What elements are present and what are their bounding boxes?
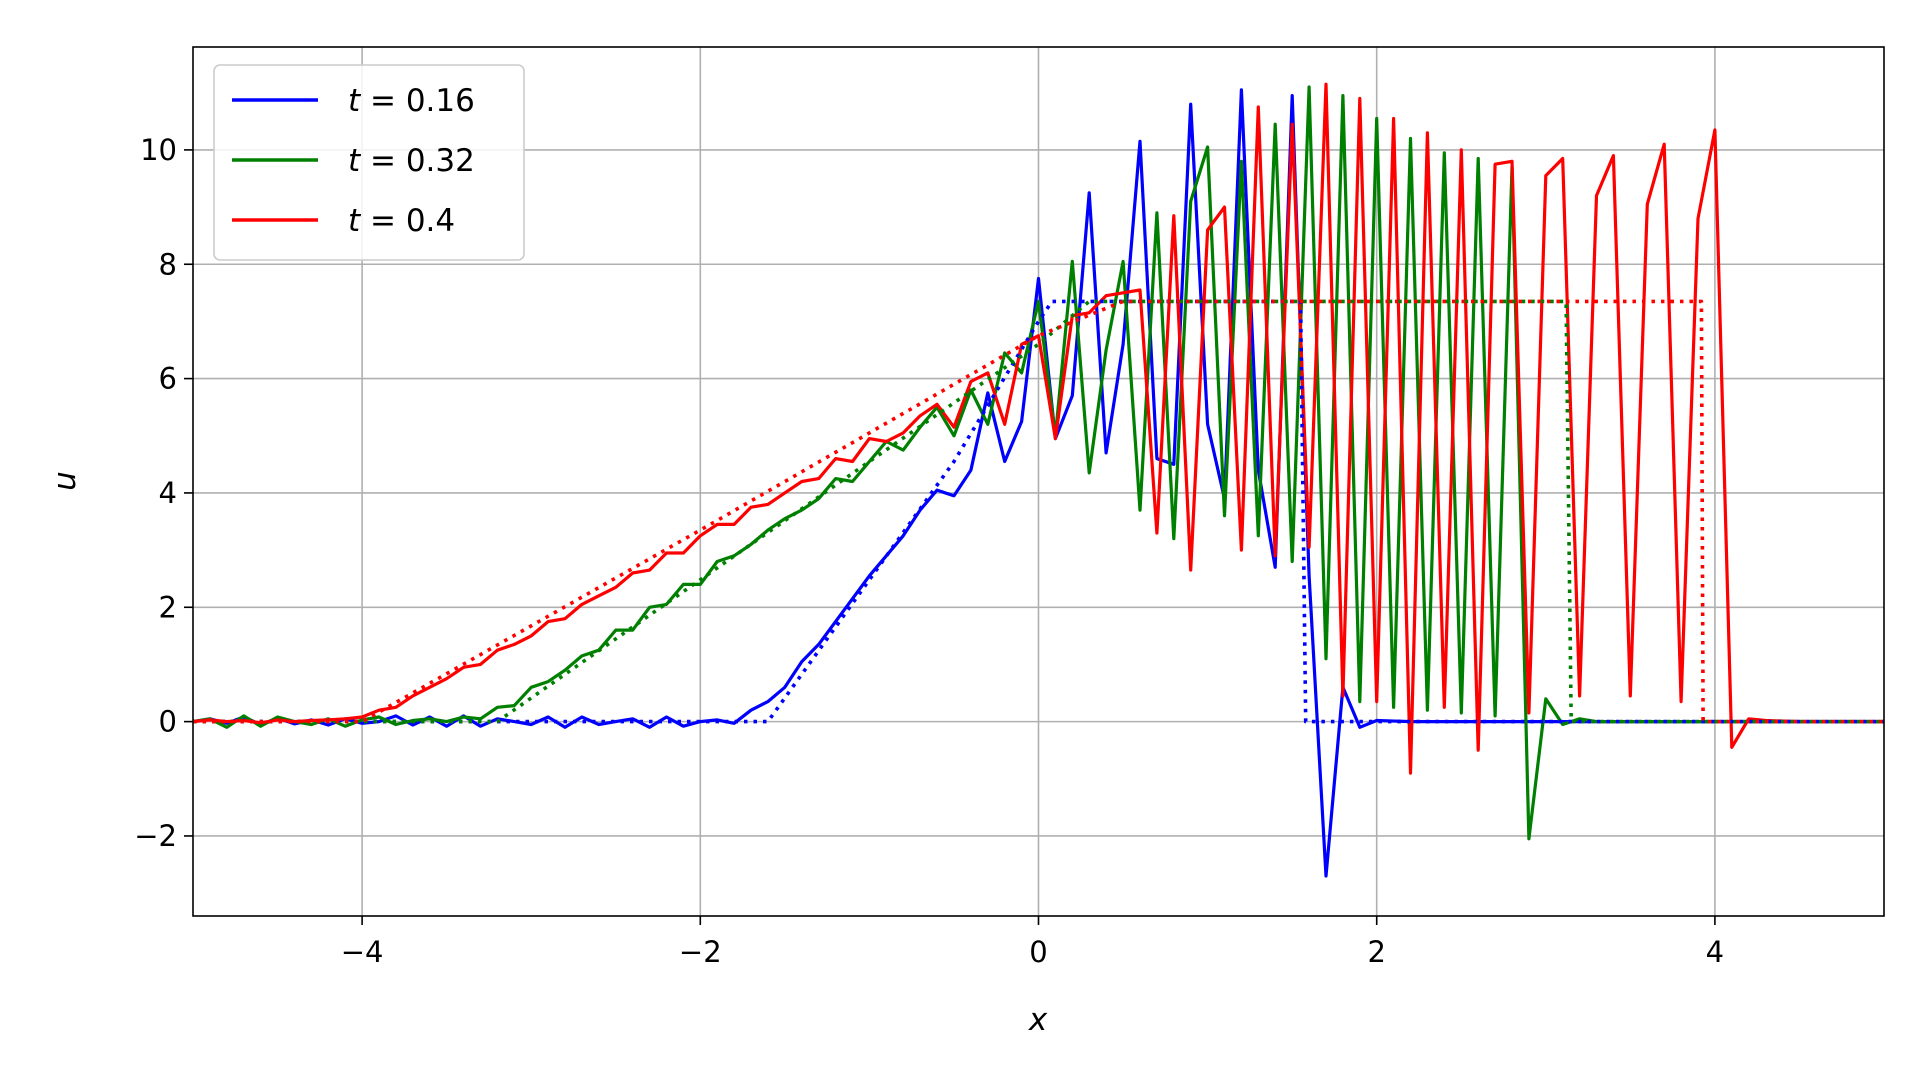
legend-value: = 0.4	[360, 203, 455, 239]
legend-label: t = 0.4	[348, 203, 455, 239]
y-tick-label: 10	[140, 133, 177, 167]
legend-value: = 0.16	[360, 83, 475, 119]
x-tick-label: −4	[341, 935, 384, 969]
y-tick-label: 2	[159, 590, 177, 624]
legend-variable: t	[348, 203, 362, 239]
y-tick-label: 4	[159, 476, 177, 510]
legend-value: = 0.32	[360, 143, 475, 179]
series-line-2	[193, 82, 1884, 775]
y-tick-label: 6	[159, 362, 177, 396]
legend: t = 0.16t = 0.32t = 0.4	[213, 64, 525, 261]
legend-label: t = 0.32	[348, 143, 475, 179]
series-group	[193, 82, 1884, 878]
x-tick-label: 4	[1706, 935, 1724, 969]
x-tick-label: 0	[1029, 935, 1047, 969]
legend-variable: t	[348, 83, 362, 119]
y-tick-label: 8	[159, 247, 177, 281]
x-tick-label: 2	[1367, 935, 1385, 969]
y-tick-label: −2	[134, 819, 177, 853]
y-axis-label: u	[47, 471, 83, 491]
legend-box	[213, 64, 525, 261]
axis-ticks: −4 −2 0 2 4 −2 0 2 4 6 8 10	[134, 133, 1724, 969]
y-tick-label: 0	[159, 705, 177, 739]
legend-variable: t	[348, 143, 362, 179]
x-axis-label: x	[1028, 1002, 1048, 1038]
x-tick-label: −2	[679, 935, 722, 969]
reference-line-5	[193, 299, 1884, 724]
legend-label: t = 0.16	[348, 83, 475, 119]
series-line-1	[193, 85, 1884, 841]
